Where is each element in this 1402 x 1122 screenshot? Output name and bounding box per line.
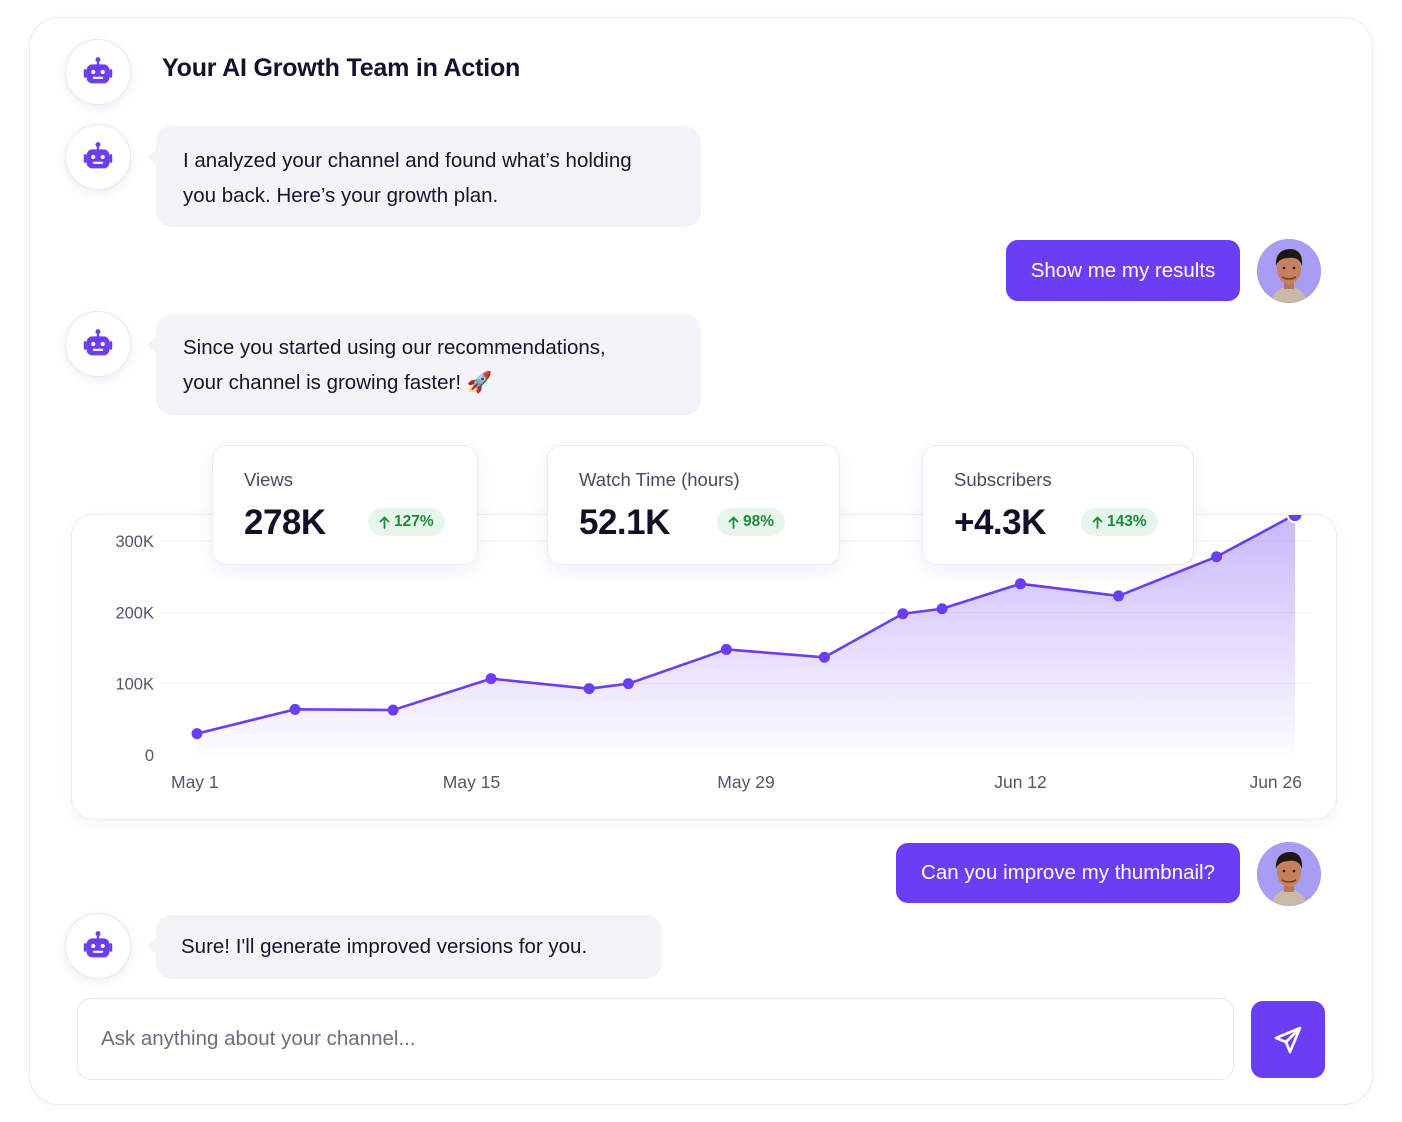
send-icon <box>1274 1026 1302 1053</box>
robot-icon <box>83 142 113 169</box>
stat-value: 52.1K <box>579 503 670 542</box>
data-point <box>1015 578 1026 590</box>
bot-message: Sure! I'll generate improved versions fo… <box>147 915 662 979</box>
bot-avatar <box>65 124 131 190</box>
message-line: Since you started using our recommendati… <box>183 336 606 359</box>
user-photo <box>1257 842 1321 906</box>
arrow-up-icon <box>728 516 739 529</box>
data-point <box>622 678 634 690</box>
stat-change-badge: 98% <box>717 508 786 536</box>
send-button[interactable] <box>1251 1001 1325 1078</box>
stat-change-badge: 127% <box>368 508 445 536</box>
y-tick-label: 0 <box>145 747 154 765</box>
message-input-box <box>77 998 1234 1080</box>
user-avatar <box>1257 842 1321 906</box>
area-fill <box>197 515 1295 755</box>
x-tick-label: May 29 <box>717 772 774 792</box>
data-point <box>289 703 301 715</box>
stat-change: 143% <box>1107 513 1147 530</box>
data-point <box>818 651 830 663</box>
y-tick-label: 200K <box>115 604 154 622</box>
x-tick-label: Jun 26 <box>1249 772 1302 792</box>
data-point <box>1286 515 1304 524</box>
series-line <box>196 515 1296 735</box>
stat-card-watch-time: Watch Time (hours) 52.1K 98% <box>547 445 840 565</box>
message-line: you back. Here’s your growth plan. <box>183 184 499 207</box>
data-point <box>387 704 399 716</box>
data-point <box>720 643 732 655</box>
data-point <box>583 683 595 695</box>
stat-label: Subscribers <box>954 469 1052 490</box>
header-avatar <box>65 39 131 105</box>
stat-card-subscribers: Subscribers +4.3K 143% <box>922 445 1194 565</box>
stat-value: +4.3K <box>954 503 1046 542</box>
data-point <box>1211 551 1223 563</box>
robot-icon <box>83 931 113 958</box>
bot-avatar <box>65 913 131 979</box>
user-message: Can you improve my thumbnail? <box>896 843 1240 903</box>
stat-change: 127% <box>394 513 434 530</box>
stat-change-badge: 143% <box>1081 508 1158 536</box>
message-line: I analyzed your channel and found what’s… <box>183 149 632 172</box>
stat-change: 98% <box>743 513 775 530</box>
data-point <box>191 728 203 740</box>
bot-message: I analyzed your channel and found what’s… <box>147 126 701 227</box>
robot-icon <box>83 57 113 84</box>
bot-avatar <box>65 311 131 377</box>
views-chart-card: 0 100K 200K 300K May 1 May 15 May 29 Jun 12 Jun … <box>71 514 1337 820</box>
stat-card-views: Views 278K 127% <box>212 445 478 565</box>
data-point <box>897 608 909 620</box>
y-tick-label: 300K <box>115 533 154 551</box>
message-line: Sure! I'll generate improved versions fo… <box>181 935 588 958</box>
data-point <box>936 603 948 615</box>
stat-label: Watch Time (hours) <box>579 469 740 490</box>
message-line: your channel is growing faster! 🚀 <box>183 371 493 394</box>
user-avatar <box>1257 239 1321 303</box>
x-tick-label: May 15 <box>443 772 500 792</box>
y-tick-label: 100K <box>115 676 154 694</box>
data-point <box>485 673 497 685</box>
user-photo <box>1257 239 1321 303</box>
arrow-up-icon <box>379 516 390 529</box>
bot-message: Since you started using our recommendati… <box>147 314 701 415</box>
x-tick-label: May 1 <box>171 772 219 792</box>
message-input[interactable] <box>78 999 1233 1079</box>
stat-value: 278K <box>244 503 326 542</box>
user-message: Show me my results <box>1006 240 1240 301</box>
page-title: Your AI Growth Team in Action <box>162 54 521 82</box>
arrow-up-icon <box>1092 516 1103 529</box>
x-tick-label: Jun 12 <box>994 772 1047 792</box>
robot-icon <box>83 329 113 356</box>
data-point <box>1113 590 1125 602</box>
stat-label: Views <box>244 469 294 490</box>
